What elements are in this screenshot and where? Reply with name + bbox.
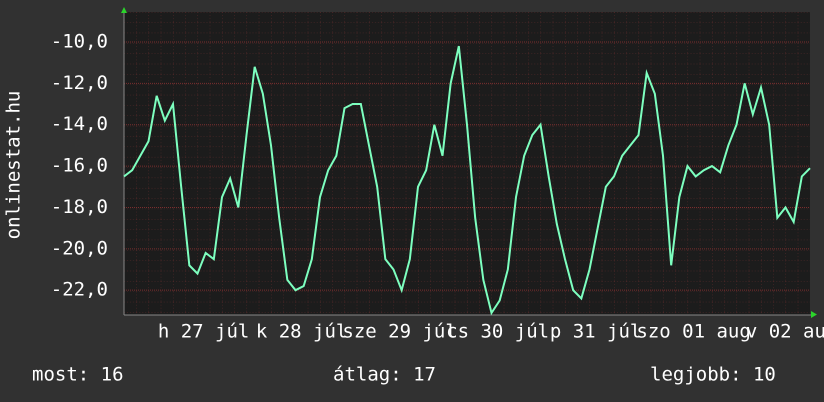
footer-stat: legjobb: 10 — [650, 364, 776, 386]
marks — [123, 45, 811, 316]
y-tick-label: -22,0 — [51, 279, 108, 301]
footer-stat: átlag: 17 — [333, 364, 436, 386]
data-line — [123, 45, 811, 316]
y-tick-label: -18,0 — [51, 196, 108, 218]
x-tick-label: sze 29 júl — [342, 321, 456, 343]
axis-arrow — [121, 7, 127, 13]
y-tick-label: -12,0 — [51, 72, 108, 94]
x-tick-label: cs 30 júl — [446, 321, 549, 343]
y-tick-label: -14,0 — [51, 113, 108, 135]
x-tick-label: k 28 júl — [256, 321, 348, 343]
y-tick-label: -10,0 — [51, 30, 108, 52]
footer-stat: most: 16 — [32, 364, 124, 386]
x-tick-label: h 27 júl — [158, 321, 250, 343]
y-tick-label: -20,0 — [51, 237, 108, 259]
minor-grid — [124, 12, 810, 315]
x-tick-label: szo 01 aug — [636, 321, 750, 343]
y-tick-label: -16,0 — [51, 155, 108, 177]
axis-arrow — [811, 311, 817, 318]
x-tick-label: p 31 júl — [550, 321, 642, 343]
y-axis-title: onlinestat.hu — [3, 91, 25, 240]
x-tick-label: v 02 aug — [746, 321, 824, 343]
